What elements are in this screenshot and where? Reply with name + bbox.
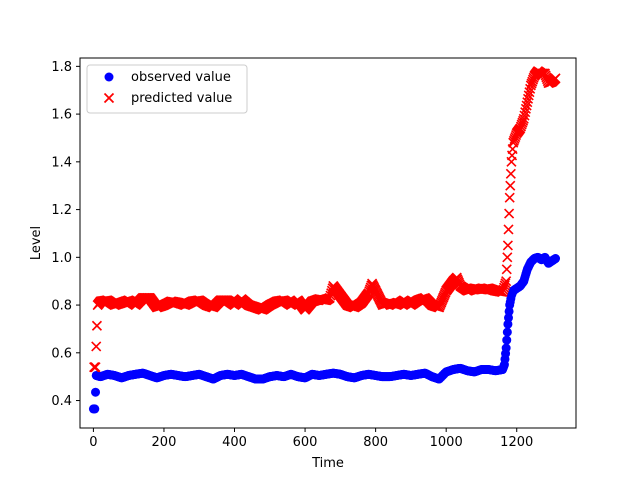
predicted-point bbox=[501, 264, 512, 275]
legend-observed-label: observed value bbox=[131, 70, 231, 85]
x-tick-label: 400 bbox=[222, 435, 247, 450]
legend-predicted-marker bbox=[103, 92, 115, 104]
legend-box bbox=[86, 64, 248, 114]
x-tick-label: 600 bbox=[293, 435, 318, 450]
legend-observed-marker bbox=[104, 72, 114, 82]
predicted-point bbox=[502, 252, 513, 263]
y-tick-label: 0.8 bbox=[51, 299, 72, 314]
x-tick-label: 800 bbox=[363, 435, 388, 450]
observed-point bbox=[501, 343, 511, 353]
y-tick-label: 1.8 bbox=[51, 60, 72, 75]
observed-point bbox=[90, 404, 100, 414]
predicted-series bbox=[89, 66, 561, 373]
y-tick-label: 1.6 bbox=[51, 108, 72, 123]
predicted-point bbox=[91, 341, 102, 352]
y-tick-label: 1.2 bbox=[51, 203, 72, 218]
legend-predicted-label: predicted value bbox=[131, 91, 232, 106]
predicted-point bbox=[505, 168, 516, 179]
predicted-point bbox=[503, 224, 514, 235]
legend: observed value predicted value bbox=[86, 64, 248, 114]
predicted-point bbox=[505, 180, 516, 191]
x-axis: 0 200 400 600 800 1000 1200 bbox=[89, 428, 533, 450]
predicted-point bbox=[504, 192, 515, 203]
predicted-point bbox=[550, 73, 561, 84]
observed-point bbox=[91, 387, 101, 397]
plot-frame bbox=[79, 57, 577, 429]
y-tick-label: 0.6 bbox=[51, 346, 72, 361]
x-tick-label: 0 bbox=[89, 435, 97, 450]
x-tick-label: 200 bbox=[152, 435, 177, 450]
x-tick-label: 1000 bbox=[430, 435, 463, 450]
y-axis-label: Level bbox=[29, 226, 44, 260]
x-axis-label: Time bbox=[311, 456, 344, 471]
predicted-point bbox=[91, 320, 102, 331]
predicted-point bbox=[90, 362, 101, 373]
y-tick-label: 0.4 bbox=[51, 394, 72, 409]
predicted-point bbox=[502, 240, 513, 251]
observed-series bbox=[88, 252, 561, 414]
observed-point bbox=[502, 327, 512, 337]
x-tick-label: 1200 bbox=[500, 435, 533, 450]
predicted-point bbox=[504, 208, 515, 219]
predicted-point bbox=[500, 278, 511, 289]
observed-point bbox=[502, 335, 512, 345]
y-tick-label: 1.4 bbox=[51, 155, 72, 170]
y-tick-label: 1.0 bbox=[51, 251, 72, 266]
predicted-point bbox=[501, 276, 512, 287]
y-axis: 0.4 0.6 0.8 1.0 1.2 1.4 1.6 1.8 bbox=[51, 60, 80, 409]
observed-point bbox=[551, 254, 561, 264]
